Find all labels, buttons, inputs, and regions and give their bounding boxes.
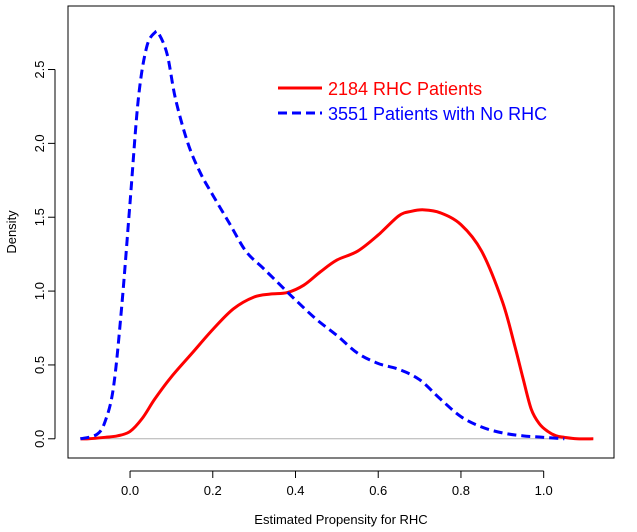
- x-tick-label: 0.0: [121, 483, 139, 498]
- x-axis-title: Estimated Propensity for RHC: [254, 512, 427, 527]
- legend-label-rhc: 2184 RHC Patients: [328, 79, 482, 99]
- x-tick-label: 0.6: [369, 483, 387, 498]
- y-tick-label: 0.0: [32, 430, 47, 448]
- y-tick-label: 0.5: [32, 356, 47, 374]
- x-tick-label: 1.0: [535, 483, 553, 498]
- series-line-rhc: [80, 208, 594, 441]
- x-tick-label: 0.8: [452, 483, 470, 498]
- legend: 2184 RHC Patients 3551 Patients with No …: [278, 79, 547, 124]
- y-tick-label: 1.5: [32, 208, 47, 226]
- series-line-no-rhc: [80, 29, 565, 441]
- legend-label-no-rhc: 3551 Patients with No RHC: [328, 104, 547, 124]
- y-tick-label: 2.0: [32, 134, 47, 152]
- x-tick-label: 0.4: [286, 483, 304, 498]
- y-axis: 0.0 0.5 1.0 1.5 2.0 2.5: [32, 60, 56, 448]
- y-tick-label: 1.0: [32, 282, 47, 300]
- x-axis: 0.0 0.2 0.4 0.6 0.8 1.0: [121, 470, 553, 498]
- x-tick-label: 0.2: [204, 483, 222, 498]
- series-layer: [80, 29, 594, 441]
- plot-frame: [67, 5, 615, 459]
- y-tick-label: 2.5: [32, 60, 47, 78]
- y-axis-title: Density: [4, 210, 19, 254]
